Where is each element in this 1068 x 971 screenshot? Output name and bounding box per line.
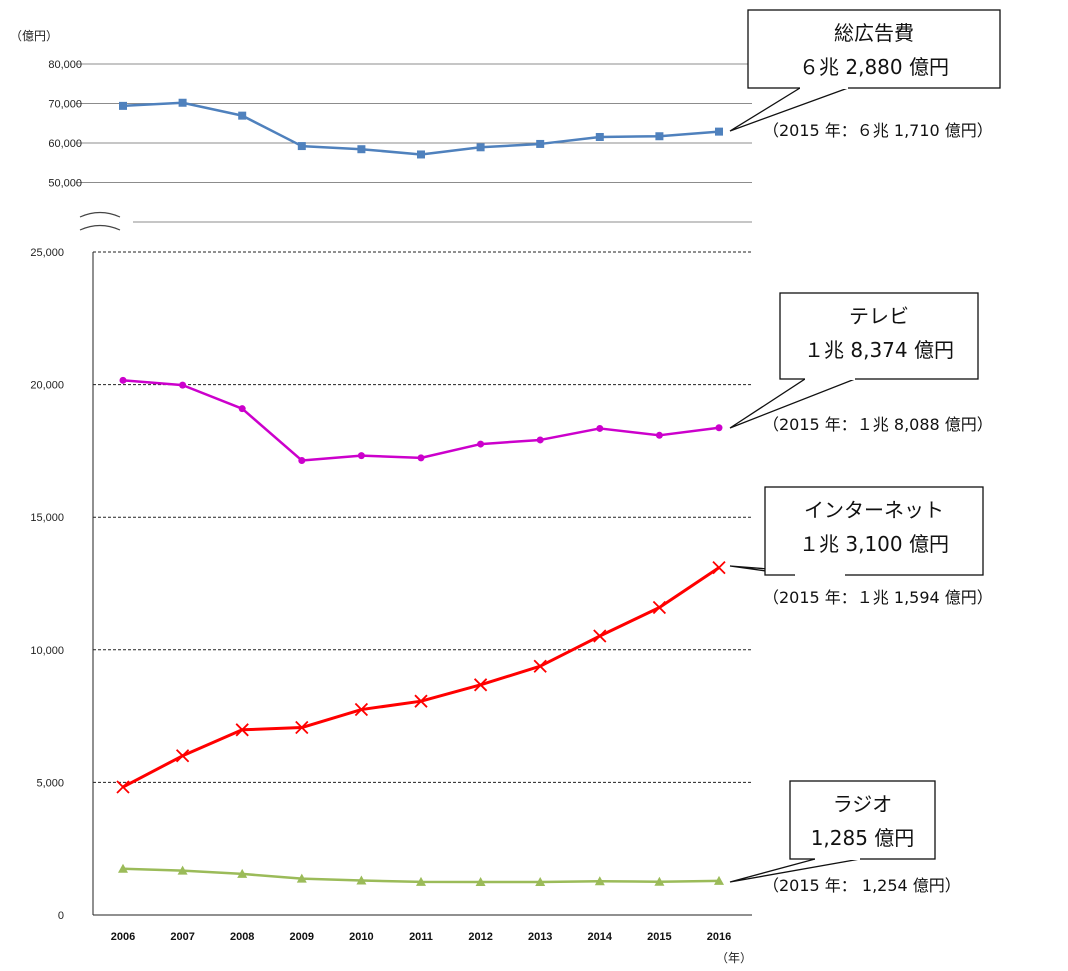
- callout-series-name: インターネット: [804, 498, 944, 522]
- x-tick-label: 2016: [707, 931, 731, 943]
- data-point-square: [178, 98, 187, 107]
- data-point-x: [414, 694, 428, 708]
- callout-box: [764, 486, 984, 576]
- x-tick-label: 2013: [528, 931, 552, 943]
- x-tick-label: 2010: [349, 931, 373, 943]
- upper-y-tick-label: 80,000: [48, 59, 82, 71]
- lower-y-tick-label: 15,000: [30, 512, 64, 524]
- lower-y-tick-label: 5,000: [36, 777, 64, 789]
- data-point-triangle: [475, 876, 486, 886]
- data-point-circle: [238, 405, 246, 413]
- data-point-circle: [715, 424, 723, 432]
- data-point-x: [593, 629, 607, 643]
- data-point-circle: [536, 436, 544, 444]
- series-line-総広告費: [122, 101, 720, 156]
- series-line-テレビ: [122, 379, 720, 462]
- x-unit-label: （年）: [716, 951, 752, 965]
- upper-y-tick-label: 50,000: [48, 178, 82, 190]
- x-tick-label: 2008: [230, 931, 254, 943]
- data-point-triangle: [535, 877, 546, 887]
- data-point-square: [595, 132, 604, 141]
- data-point-x: [473, 678, 488, 692]
- lower-y-tick-label: 0: [58, 910, 64, 922]
- data-point-x: [295, 720, 309, 735]
- data-point-triangle: [416, 876, 426, 886]
- data-point-circle: [298, 456, 306, 464]
- data-point-x: [235, 723, 249, 737]
- callout-series-name: テレビ: [849, 304, 909, 328]
- callout-latest-value: 1,285 億円: [811, 826, 915, 850]
- x-tick-label: 2009: [290, 931, 314, 943]
- lower-y-tick-label: 25,000: [30, 247, 64, 259]
- callout-box: [789, 780, 936, 860]
- x-tick-label: 2012: [468, 931, 492, 943]
- data-point-x: [652, 600, 667, 615]
- previous-year-note: （2015 年：１兆 1,594 億円）: [763, 588, 993, 607]
- data-point-triangle: [237, 868, 248, 878]
- previous-year-note: （2015 年：６兆 1,710 億円）: [763, 121, 993, 140]
- data-point-square: [715, 127, 723, 136]
- x-tick-label: 2011: [409, 931, 433, 943]
- y-unit-label: （億円）: [10, 29, 58, 43]
- data-point-x: [116, 780, 130, 794]
- data-point-triangle: [177, 865, 188, 875]
- data-point-square: [536, 139, 545, 148]
- callout-latest-value: １兆 3,100 億円: [799, 532, 949, 556]
- data-point-triangle: [296, 873, 307, 883]
- callout-series-name: ラジオ: [833, 792, 893, 816]
- data-point-square: [357, 145, 366, 154]
- upper-y-tick-label: 70,000: [48, 99, 82, 111]
- series-line-インターネット: [122, 566, 720, 789]
- callout-latest-value: ６兆 2,880 億円: [799, 55, 949, 79]
- data-point-square: [655, 132, 664, 141]
- data-point-circle: [357, 452, 365, 460]
- x-tick-label: 2006: [111, 931, 135, 943]
- lower-y-tick-label: 20,000: [30, 380, 64, 392]
- data-point-circle: [417, 454, 425, 462]
- callout-box: [747, 9, 1001, 89]
- data-point-circle: [655, 431, 663, 439]
- callout-latest-value: １兆 8,374 億円: [804, 338, 954, 362]
- data-point-square: [119, 101, 127, 110]
- data-point-triangle: [714, 875, 724, 885]
- upper-y-tick-label: 60,000: [48, 138, 82, 150]
- data-point-x: [175, 749, 190, 763]
- x-tick-label: 2014: [588, 931, 613, 943]
- callout-box: [779, 292, 979, 380]
- data-point-triangle: [654, 876, 665, 886]
- data-point-x: [354, 702, 369, 717]
- data-point-x: [712, 560, 726, 575]
- previous-year-note: （2015 年： 1,254 億円）: [763, 876, 961, 895]
- data-point-square: [476, 143, 485, 152]
- x-tick-label: 2007: [170, 931, 194, 943]
- data-point-square: [417, 150, 425, 159]
- previous-year-note: （2015 年：１兆 8,088 億円）: [763, 415, 993, 434]
- data-point-triangle: [118, 863, 128, 873]
- data-point-circle: [596, 424, 604, 432]
- data-point-triangle: [594, 876, 605, 886]
- callout-series-name: 総広告費: [834, 21, 914, 45]
- x-tick-label: 2015: [647, 931, 671, 943]
- data-point-square: [238, 111, 247, 120]
- data-point-circle: [119, 376, 127, 384]
- axis-break-symbol: [79, 224, 121, 231]
- data-point-square: [297, 142, 306, 151]
- axis-break-symbol: [79, 211, 121, 218]
- data-point-circle: [477, 440, 485, 448]
- data-point-triangle: [356, 875, 367, 885]
- data-point-circle: [179, 381, 187, 389]
- data-point-x: [533, 659, 547, 673]
- lower-y-tick-label: 10,000: [30, 645, 64, 657]
